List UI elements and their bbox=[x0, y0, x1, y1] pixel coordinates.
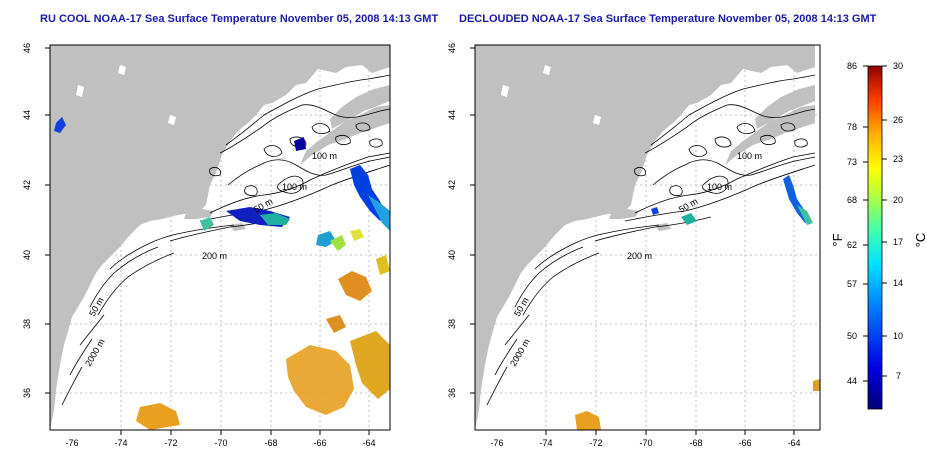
svg-text:200 m: 200 m bbox=[202, 251, 227, 261]
svg-text:-76: -76 bbox=[490, 438, 503, 448]
svg-text:40: 40 bbox=[22, 250, 32, 260]
left-map-frame bbox=[49, 44, 391, 431]
svg-text:-72: -72 bbox=[589, 438, 602, 448]
svg-text:46: 46 bbox=[22, 43, 32, 53]
colorbar-celsius-ticks: 30 26 23 20 17 14 10 7 bbox=[893, 61, 903, 381]
svg-text:44: 44 bbox=[447, 110, 457, 120]
svg-text:38: 38 bbox=[22, 319, 32, 329]
svg-text:20: 20 bbox=[893, 195, 903, 205]
right-x-axis bbox=[545, 430, 795, 435]
svg-text:100 m: 100 m bbox=[737, 151, 762, 161]
left-x-axis bbox=[120, 430, 370, 435]
svg-text:200 m: 200 m bbox=[627, 251, 652, 261]
svg-text:44: 44 bbox=[847, 376, 857, 386]
svg-text:-68: -68 bbox=[264, 438, 277, 448]
svg-text:100 m: 100 m bbox=[707, 182, 732, 192]
left-y-axis bbox=[45, 47, 50, 394]
svg-text:40: 40 bbox=[447, 250, 457, 260]
svg-text:73: 73 bbox=[847, 157, 857, 167]
svg-text:68: 68 bbox=[847, 195, 857, 205]
left-y-tick-labels: 46 44 42 40 38 36 bbox=[22, 43, 32, 398]
left-map-title: RU COOL NOAA-17 Sea Surface Temperature … bbox=[40, 13, 439, 25]
svg-text:57: 57 bbox=[847, 279, 857, 289]
svg-text:10: 10 bbox=[893, 331, 903, 341]
svg-text:36: 36 bbox=[447, 388, 457, 398]
colorbar: 86 78 73 68 62 57 50 44 30 26 23 20 17 1… bbox=[830, 61, 928, 410]
right-x-tick-labels: -76 -74 -72 -70 -68 -66 -64 bbox=[490, 438, 800, 448]
svg-text:38: 38 bbox=[447, 319, 457, 329]
colorbar-gradient bbox=[867, 65, 883, 410]
left-map-panel: 100 m 100 m 50 m 200 m 50 m 2000 m -76 -… bbox=[22, 43, 391, 448]
svg-text:36: 36 bbox=[22, 388, 32, 398]
svg-text:-64: -64 bbox=[787, 438, 800, 448]
right-map-title: DECLOUDED NOAA-17 Sea Surface Temperatur… bbox=[459, 13, 877, 25]
svg-text:-66: -66 bbox=[738, 438, 751, 448]
svg-text:-66: -66 bbox=[313, 438, 326, 448]
right-sst-patches bbox=[575, 175, 820, 430]
svg-text:14: 14 bbox=[893, 278, 903, 288]
right-y-tick-labels: 46 44 42 40 38 36 bbox=[447, 43, 457, 398]
svg-text:62: 62 bbox=[847, 240, 857, 250]
right-y-axis bbox=[470, 47, 475, 394]
right-map-frame bbox=[474, 44, 821, 431]
svg-text:-70: -70 bbox=[639, 438, 652, 448]
svg-text:26: 26 bbox=[893, 115, 903, 125]
colorbar-fahrenheit-ticks: 86 78 73 68 62 57 50 44 bbox=[847, 61, 857, 386]
svg-text:100 m: 100 m bbox=[282, 182, 307, 192]
colorbar-ticks bbox=[863, 65, 887, 382]
colorbar-fahrenheit-unit: °F bbox=[830, 233, 845, 246]
colorbar-celsius-unit: °C bbox=[913, 233, 928, 248]
svg-text:50: 50 bbox=[847, 331, 857, 341]
svg-text:42: 42 bbox=[22, 180, 32, 190]
svg-text:17: 17 bbox=[893, 237, 903, 247]
svg-text:-70: -70 bbox=[214, 438, 227, 448]
svg-text:100 m: 100 m bbox=[312, 151, 337, 161]
right-map-panel: 100 m 100 m 50 m 200 m 50 m 2000 m -76 -… bbox=[447, 43, 821, 448]
svg-text:78: 78 bbox=[847, 122, 857, 132]
svg-text:7: 7 bbox=[896, 371, 901, 381]
right-gridlines bbox=[475, 45, 820, 430]
svg-text:-76: -76 bbox=[65, 438, 78, 448]
svg-text:46: 46 bbox=[447, 43, 457, 53]
svg-text:86: 86 bbox=[847, 61, 857, 71]
svg-text:-74: -74 bbox=[114, 438, 127, 448]
svg-text:23: 23 bbox=[893, 154, 903, 164]
svg-text:44: 44 bbox=[22, 110, 32, 120]
left-x-tick-labels: -76 -74 -72 -70 -68 -66 -64 bbox=[65, 438, 375, 448]
svg-text:-64: -64 bbox=[362, 438, 375, 448]
svg-text:-72: -72 bbox=[164, 438, 177, 448]
svg-text:42: 42 bbox=[447, 180, 457, 190]
svg-text:-74: -74 bbox=[539, 438, 552, 448]
left-sst-patches bbox=[54, 117, 390, 430]
svg-text:-68: -68 bbox=[689, 438, 702, 448]
svg-text:30: 30 bbox=[893, 61, 903, 71]
